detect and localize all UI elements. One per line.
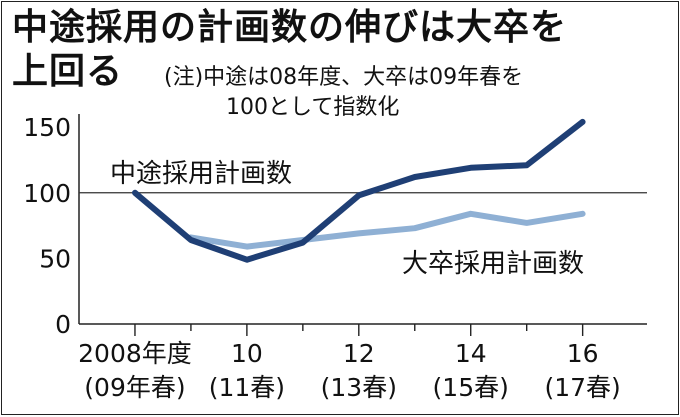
y-tick-label: 50 [39, 244, 71, 273]
chart-title-line-1: 中途採用の計画数の伸びは大卒を [12, 7, 568, 48]
chart-note-line-1: (注)中途は08年度、大卒は09年春を [164, 65, 524, 90]
y-tick-label: 0 [55, 310, 71, 339]
x-tick-sublabel: (17春) [544, 373, 620, 402]
x-tick-label: 14 [455, 339, 487, 368]
series-label-graduates: 大卒採用計画数 [402, 249, 584, 279]
x-tick-label: 2008年度 [78, 339, 192, 368]
series-group [132, 118, 586, 263]
x-tick-label: 12 [343, 339, 375, 368]
chart-note-line-2: 100として指数化 [226, 95, 400, 120]
x-tick-sublabel: (13春) [321, 373, 397, 402]
y-axis-ticks: 0 50 100 150 [23, 113, 71, 339]
x-tick-marks [134, 324, 584, 336]
y-tick-label: 100 [23, 179, 71, 208]
x-tick-label: 10 [231, 339, 263, 368]
y-tick-label: 150 [23, 113, 71, 142]
x-tick-sublabel: (11春) [209, 373, 285, 402]
x-tick-label: 16 [567, 339, 599, 368]
series-line-graduates [187, 210, 586, 250]
x-tick-labels: 2008年度 (09年春) 10 (11春) 12 (13春) 14 (15春) 16 (17春) [78, 339, 621, 402]
series-line-mid-career [132, 118, 586, 263]
series-label-mid-career: 中途採用計画数 [110, 159, 292, 189]
x-tick-sublabel: (09年春) [84, 373, 185, 402]
chart-title-line-2: 上回る [12, 51, 124, 92]
x-tick-sublabel: (15春) [433, 373, 509, 402]
